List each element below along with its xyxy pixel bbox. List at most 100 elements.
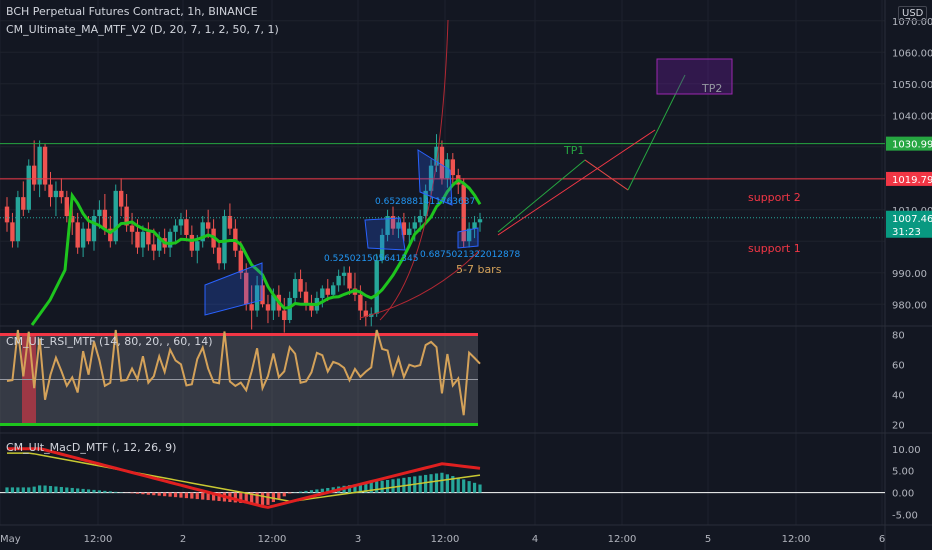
candle-body <box>129 225 135 232</box>
candle-body <box>53 190 59 198</box>
macd-histogram-bar <box>456 477 460 493</box>
macd-histogram-bar <box>380 480 384 493</box>
candle-body <box>363 310 369 317</box>
macd-histogram-bar <box>21 487 25 493</box>
candle-body <box>401 222 407 235</box>
macd-histogram-bar <box>239 492 243 503</box>
candle-body <box>37 146 42 185</box>
candle-body <box>271 294 276 311</box>
support-1-label: support 1 <box>748 242 801 255</box>
price-tick: 990.00 <box>892 269 927 280</box>
macd-line <box>7 447 481 509</box>
macd-histogram-bar <box>179 492 183 498</box>
bars-label: 5-7 bars <box>456 263 502 276</box>
time-tick: 2 <box>180 534 186 545</box>
candle-body <box>439 146 445 179</box>
price-tick: 1060.00 <box>892 48 932 59</box>
macd-histogram-bar <box>97 490 102 493</box>
macd-histogram-bar <box>27 487 31 493</box>
pattern-ratio-1: 0.6528881411763637 <box>375 197 475 207</box>
macd-histogram-bar <box>353 484 357 493</box>
axes: 1070.001060.001050.001040.001010.00990.0… <box>0 17 932 545</box>
macd-histogram-bar <box>157 492 161 496</box>
time-tick: May <box>0 534 21 545</box>
candle-body <box>146 231 151 245</box>
price-tick: 1040.00 <box>892 111 932 122</box>
candle-body <box>42 146 48 185</box>
chart-title: BCH Perpetual Futures Contract, 1h, BINA… <box>6 5 258 18</box>
macd-histogram-bar <box>467 481 471 493</box>
candle-body <box>331 285 336 295</box>
flag-pattern <box>457 227 479 249</box>
macd-histogram-bar <box>86 489 91 493</box>
channel-projection <box>497 129 656 236</box>
candle-body <box>102 209 108 229</box>
macd-histogram-bar <box>54 486 58 493</box>
candle-body <box>254 285 260 311</box>
time-tick: 12:00 <box>608 534 637 545</box>
macd-tick: -5.00 <box>892 511 918 522</box>
macd-histogram-bar <box>76 488 80 493</box>
candle-body <box>407 228 412 235</box>
price-tick: 1070.00 <box>892 17 932 28</box>
candle-body <box>282 310 287 320</box>
macd-histogram-bar <box>462 479 466 493</box>
macd-histogram-bar <box>81 488 85 493</box>
candle-body <box>260 285 265 305</box>
time-tick: 12:00 <box>431 534 460 545</box>
macd-histogram-bar <box>391 479 395 493</box>
candle-body <box>358 294 363 311</box>
candle-body <box>412 222 417 229</box>
macd-histogram-bar <box>472 482 477 493</box>
price-pane[interactable]: TP1 TP2 support 2 support 1 5-7 bars 0.652888… <box>0 19 885 333</box>
time-tick: 12:00 <box>258 534 287 545</box>
macd-histogram-bar <box>16 487 20 493</box>
tp2-target-box <box>656 58 733 95</box>
candle-body <box>325 288 330 295</box>
macd-histogram-bar <box>130 492 134 494</box>
candle-body <box>265 304 271 311</box>
candle-body <box>189 234 195 251</box>
macd-histogram-bar <box>211 492 216 501</box>
upper-channel-curve <box>379 19 449 321</box>
candle-body <box>227 216 233 229</box>
candle-body <box>64 197 70 217</box>
macd-histogram-bar <box>10 487 15 493</box>
macd-histogram-bar <box>206 492 210 501</box>
candle-body <box>390 216 396 229</box>
macd-histogram-bar <box>375 481 379 493</box>
candle-body <box>10 222 15 242</box>
candle-body <box>347 272 352 289</box>
macd-histogram-bar <box>201 492 205 500</box>
time-tick: 4 <box>532 534 538 545</box>
candle-body <box>48 184 53 198</box>
macd-histogram-bar <box>173 492 178 498</box>
tp2-label: TP2 <box>701 82 722 95</box>
macd-pane[interactable] <box>0 447 885 509</box>
candle-body <box>200 222 205 242</box>
macd-histogram-bar <box>92 489 96 493</box>
candle-body <box>417 216 423 223</box>
candle-body <box>320 288 325 298</box>
candle-body <box>157 238 162 251</box>
candle-body <box>287 297 292 320</box>
macd-histogram-bar <box>364 482 368 493</box>
candle-body <box>298 279 303 292</box>
flag-pattern <box>204 262 263 316</box>
macd-tick: 10.00 <box>892 445 921 456</box>
candle-body <box>396 222 401 229</box>
rsi-pane[interactable] <box>0 329 481 426</box>
macd-histogram-bar <box>168 492 172 497</box>
candle-body <box>108 228 113 242</box>
candle-body <box>195 241 200 251</box>
currency-badge[interactable]: USD <box>898 6 928 21</box>
candle-body <box>21 197 26 210</box>
macd-histogram-bar <box>195 492 199 500</box>
macd-histogram-bar <box>434 473 439 493</box>
candle-body <box>461 184 466 242</box>
macd-histogram-bar <box>277 492 281 500</box>
candle-body <box>341 272 347 276</box>
price-badge <box>886 136 932 151</box>
macd-tick: 0.00 <box>892 489 914 500</box>
